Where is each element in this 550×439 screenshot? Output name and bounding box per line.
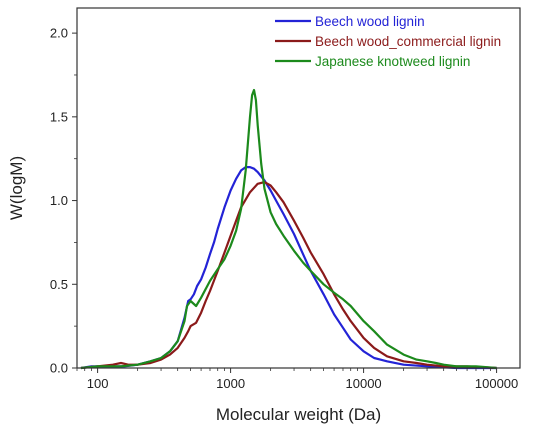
y-tick-label: 1.0 xyxy=(50,193,68,208)
y-tick-label: 0.5 xyxy=(50,277,68,292)
y-tick-label: 0.0 xyxy=(50,361,68,376)
legend-label-1: Beech wood lignin xyxy=(315,14,425,29)
series-line-2 xyxy=(80,181,497,370)
legend: Beech wood lignin Beech wood_commercial l… xyxy=(275,14,501,69)
axis-ticks: 100 1000 10000 100000 0.0 0.5 1.0 1.5 2.0 xyxy=(50,26,518,391)
y-tick-label: 1.5 xyxy=(50,109,68,124)
y-tick-label: 2.0 xyxy=(50,26,68,41)
series-line-3 xyxy=(80,88,497,370)
plot-lines xyxy=(80,88,497,370)
x-tick-label: 1000 xyxy=(216,376,245,391)
legend-label-2: Beech wood_commercial lignin xyxy=(315,34,501,49)
series-line-1 xyxy=(80,166,497,370)
y-axis-title: W(logM) xyxy=(7,156,26,220)
x-axis-title: Molecular weight (Da) xyxy=(216,405,381,424)
x-tick-label: 10000 xyxy=(346,376,382,391)
legend-label-3: Japanese knotweed lignin xyxy=(315,54,470,69)
x-tick-label: 100000 xyxy=(475,376,518,391)
plot-frame xyxy=(76,7,521,369)
x-tick-label: 100 xyxy=(87,376,109,391)
